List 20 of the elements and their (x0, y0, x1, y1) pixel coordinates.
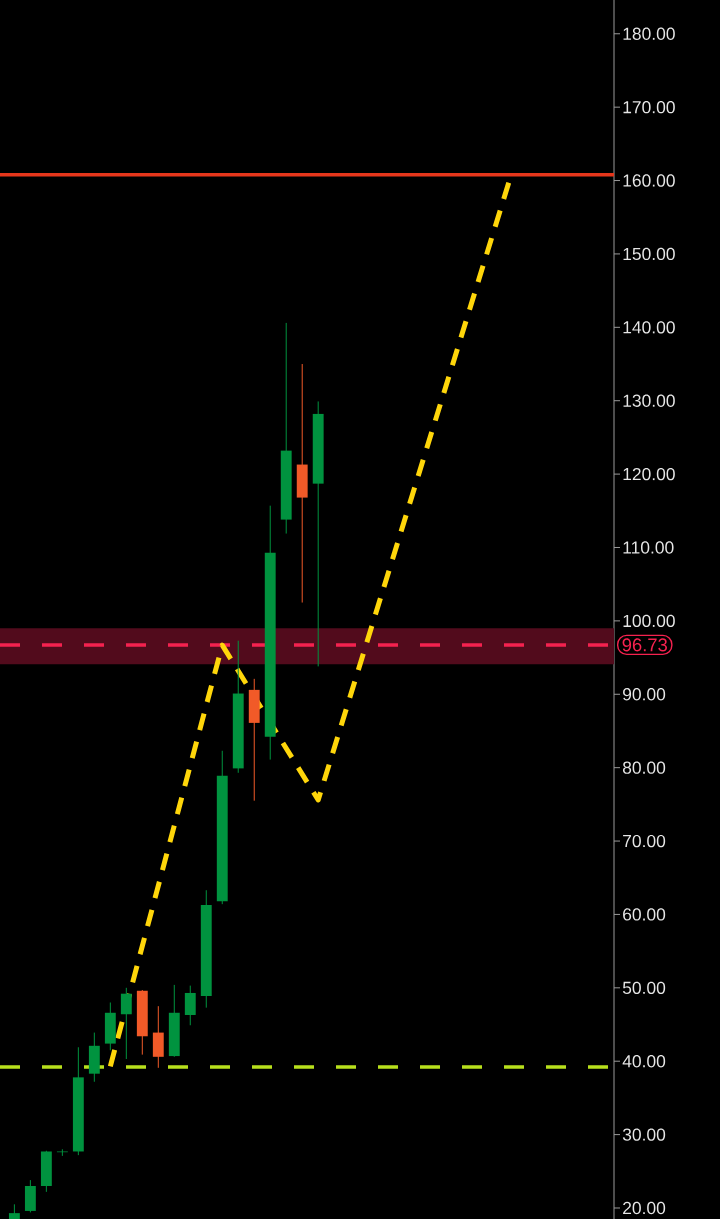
y-tick-label: 30.00 (622, 1128, 666, 1141)
y-tick-label: 170.00 (623, 100, 675, 114)
candlestick (184, 985, 196, 1026)
y-tick-label: 130.00 (623, 394, 675, 407)
y-tick-label: 80.00 (622, 761, 666, 774)
y-tick-label: 50.00 (622, 981, 666, 994)
y-tick-label: 160.00 (623, 174, 675, 187)
y-tick-label: 40.00 (622, 1055, 666, 1068)
y-tick-label: 20.00 (623, 1201, 666, 1215)
y-tick-label: 90.00 (623, 688, 666, 701)
y-tick-label: 60.00 (623, 908, 666, 921)
y-tick-label: 100.00 (623, 614, 675, 628)
y-tick-label: 110.00 (623, 541, 674, 554)
ref-line-label: 96.73 (622, 638, 668, 652)
y-tick-label: 180.00 (623, 27, 675, 40)
y-tick-label: 140.00 (623, 321, 675, 334)
y-tick-label: 70.00 (623, 834, 666, 848)
y-tick-label: 120.00 (623, 467, 675, 481)
y-tick-label: 150.00 (623, 247, 675, 261)
candlestick (120, 987, 132, 1060)
